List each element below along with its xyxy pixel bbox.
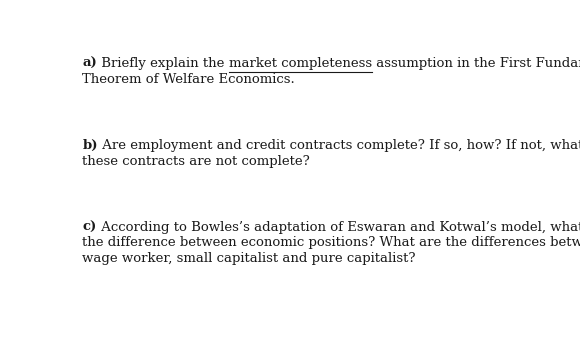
Text: b): b) [82, 139, 98, 152]
Text: the difference between economic positions? What are the differences between pure: the difference between economic position… [82, 236, 580, 249]
Text: c): c) [82, 221, 97, 234]
Text: a): a) [82, 57, 97, 70]
Text: market completeness: market completeness [229, 57, 372, 70]
Text: these contracts are not complete?: these contracts are not complete? [82, 155, 310, 167]
Text: assumption in the First Fundamental: assumption in the First Fundamental [372, 57, 580, 70]
Text: wage worker, small capitalist and pure capitalist?: wage worker, small capitalist and pure c… [82, 252, 416, 265]
Text: According to Bowles’s adaptation of Eswaran and Kotwal’s model, what determines: According to Bowles’s adaptation of Eswa… [97, 221, 580, 234]
Text: Are employment and credit contracts complete? If so, how? If not, what aspects o: Are employment and credit contracts comp… [98, 139, 580, 152]
Text: Theorem of Welfare Economics.: Theorem of Welfare Economics. [82, 73, 295, 86]
Text: Briefly explain the: Briefly explain the [97, 57, 229, 70]
